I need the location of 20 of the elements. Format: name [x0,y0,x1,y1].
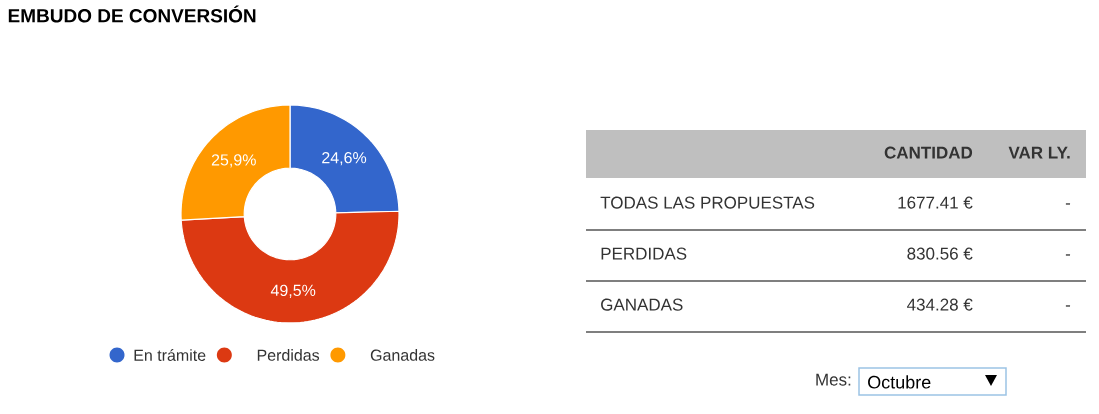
text: GANADAS [601,298,683,311]
chart-title: EMBUDO DE CONVERSIÓN [8,5,256,23]
text: CANTIDAD [884,146,973,159]
text: 1677.41 € [898,196,973,209]
text: PERDIDAS [601,247,687,260]
legend-label: Ganadas [370,349,435,361]
text: - [1065,203,1071,205]
text: TODAS LAS PROPUESTAS [600,196,815,209]
legend-label: Perdidas [257,349,320,361]
legend-label: En trámite [134,349,206,361]
text: Mes: [816,373,851,386]
text: 830.56 € [907,247,973,260]
text: Octubre [868,375,931,389]
text: VAR LY. [1008,146,1070,159]
data-label: 49,5% [270,284,316,298]
data-label: 25,9% [211,154,256,168]
data-label: 24,6% [322,151,367,166]
text: 434.28 € [907,298,973,311]
text: - [1065,305,1071,307]
text: - [1065,254,1071,256]
